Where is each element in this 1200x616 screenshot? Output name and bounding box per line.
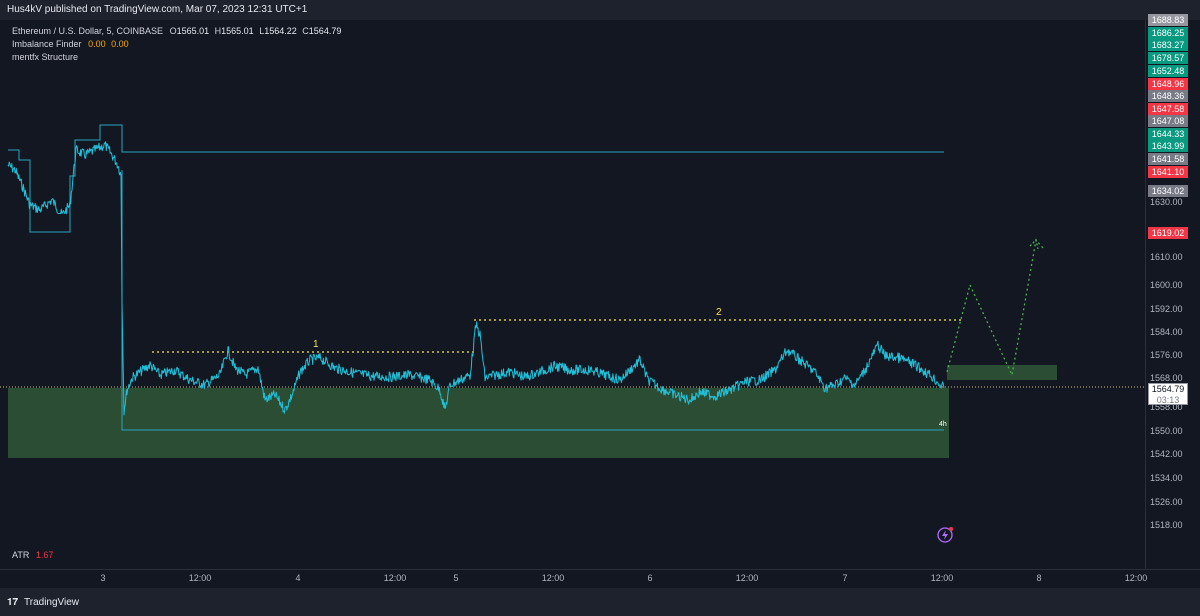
price-label: 1584.00 [1150,327,1183,337]
price-tag: 1686.25 [1148,27,1188,39]
time-label: 12:00 [735,573,759,583]
symbol-name: Ethereum / U.S. Dollar, 5, COINBASE [12,26,164,36]
demand-zone [8,388,949,458]
time-label: 12:00 [541,573,565,583]
price-label: 1576.00 [1150,350,1183,360]
atr-value: 1.67 [35,550,54,560]
time-label: 12:00 [930,573,954,583]
price-label: 1600.00 [1150,280,1183,290]
price-label: 1534.00 [1150,473,1183,483]
price-tag: 1688.83 [1148,14,1188,26]
lightning-icon[interactable] [937,527,953,543]
projection-path [946,238,1044,378]
close-value: 1564.79 [308,26,342,36]
tradingview-logo-icon: 𝟏𝟕 [7,597,19,608]
entry-zone [947,365,1057,380]
time-label: 12:00 [1124,573,1148,583]
indicator-name: Imbalance Finder [12,39,82,49]
price-label: 1610.00 [1150,252,1183,262]
bar-countdown: 03:13 [1156,395,1180,405]
time-label: 12:00 [188,573,212,583]
structure-upper-line [8,124,944,233]
atr-name: ATR [12,550,30,560]
price-line [7,141,945,416]
brand-name: TradingView [24,597,80,608]
symbol-legend[interactable]: Ethereum / U.S. Dollar, 5, COINBASE O156… [12,26,341,36]
price-label: 1526.00 [1150,497,1183,507]
current-price: 1564.79 [1151,384,1185,394]
time-label: 12:00 [383,573,407,583]
high-label: H [214,26,222,36]
chart-pane[interactable]: 1 2 4h Ethereum / U.S. Dollar, 5, COINBA… [0,20,1145,569]
indicator-value-1: 0.00 [88,39,106,49]
high-value: 1565.01 [221,26,254,36]
timeframe-marker: 4h [939,421,947,428]
annotation-label-2: 2 [716,307,722,318]
price-label: 1630.00 [1150,197,1183,207]
price-label: 1542.00 [1150,449,1183,459]
price-tag: 1644.33 [1148,128,1188,140]
price-label: 1558.00 [1150,402,1183,412]
annotation-label-1: 1 [313,339,319,350]
price-tag: 1648.96 [1148,78,1188,90]
price-tag: 1643.99 [1148,140,1188,152]
time-label: 5 [453,573,459,583]
price-tag: 1683.27 [1148,39,1188,51]
indicator-mentfx-structure[interactable]: mentfx Structure [12,52,78,62]
price-tag: 1647.08 [1148,115,1188,127]
time-label: 4 [295,573,301,583]
time-axis[interactable] [0,569,1200,588]
indicator-value-2: 0.00 [111,39,129,49]
price-tag: 1652.48 [1148,65,1188,77]
open-label: O [169,26,177,36]
price-label: 1592.00 [1150,304,1183,314]
price-label: 1550.00 [1150,426,1183,436]
open-value: 1565.01 [176,26,210,36]
price-chart-svg[interactable]: 1 2 4h [0,20,1145,569]
publish-text: Hus4kV published on TradingView.com, Mar… [7,4,308,15]
price-tag: 1647.58 [1148,103,1188,115]
price-tag: 1678.57 [1148,52,1188,64]
price-tag: 1619.02 [1148,227,1188,239]
footer-bar: 𝟏𝟕 TradingView [0,588,1200,616]
time-label: 3 [100,573,106,583]
price-tag: 1641.10 [1148,166,1188,178]
price-tag: 1641.58 [1148,153,1188,165]
projection-arrowhead [1029,238,1039,250]
time-label: 8 [1036,573,1042,583]
publish-header: Hus4kV published on TradingView.com, Mar… [0,0,1200,20]
price-tag: 1648.36 [1148,90,1188,102]
time-label: 6 [647,573,653,583]
price-tag: 1634.02 [1148,185,1188,197]
time-label: 7 [842,573,848,583]
indicator-atr[interactable]: ATR 1.67 [12,550,53,560]
low-label: L [259,26,265,36]
close-label: C [302,26,309,36]
price-label: 1568.00 [1150,373,1183,383]
current-price-tag: 1564.79 03:13 [1148,383,1188,405]
price-label: 1518.00 [1150,520,1183,530]
indicator-name: mentfx Structure [12,52,79,62]
low-value: 1564.22 [264,26,297,36]
indicator-imbalance-finder[interactable]: Imbalance Finder 0.00 0.00 [12,39,129,49]
